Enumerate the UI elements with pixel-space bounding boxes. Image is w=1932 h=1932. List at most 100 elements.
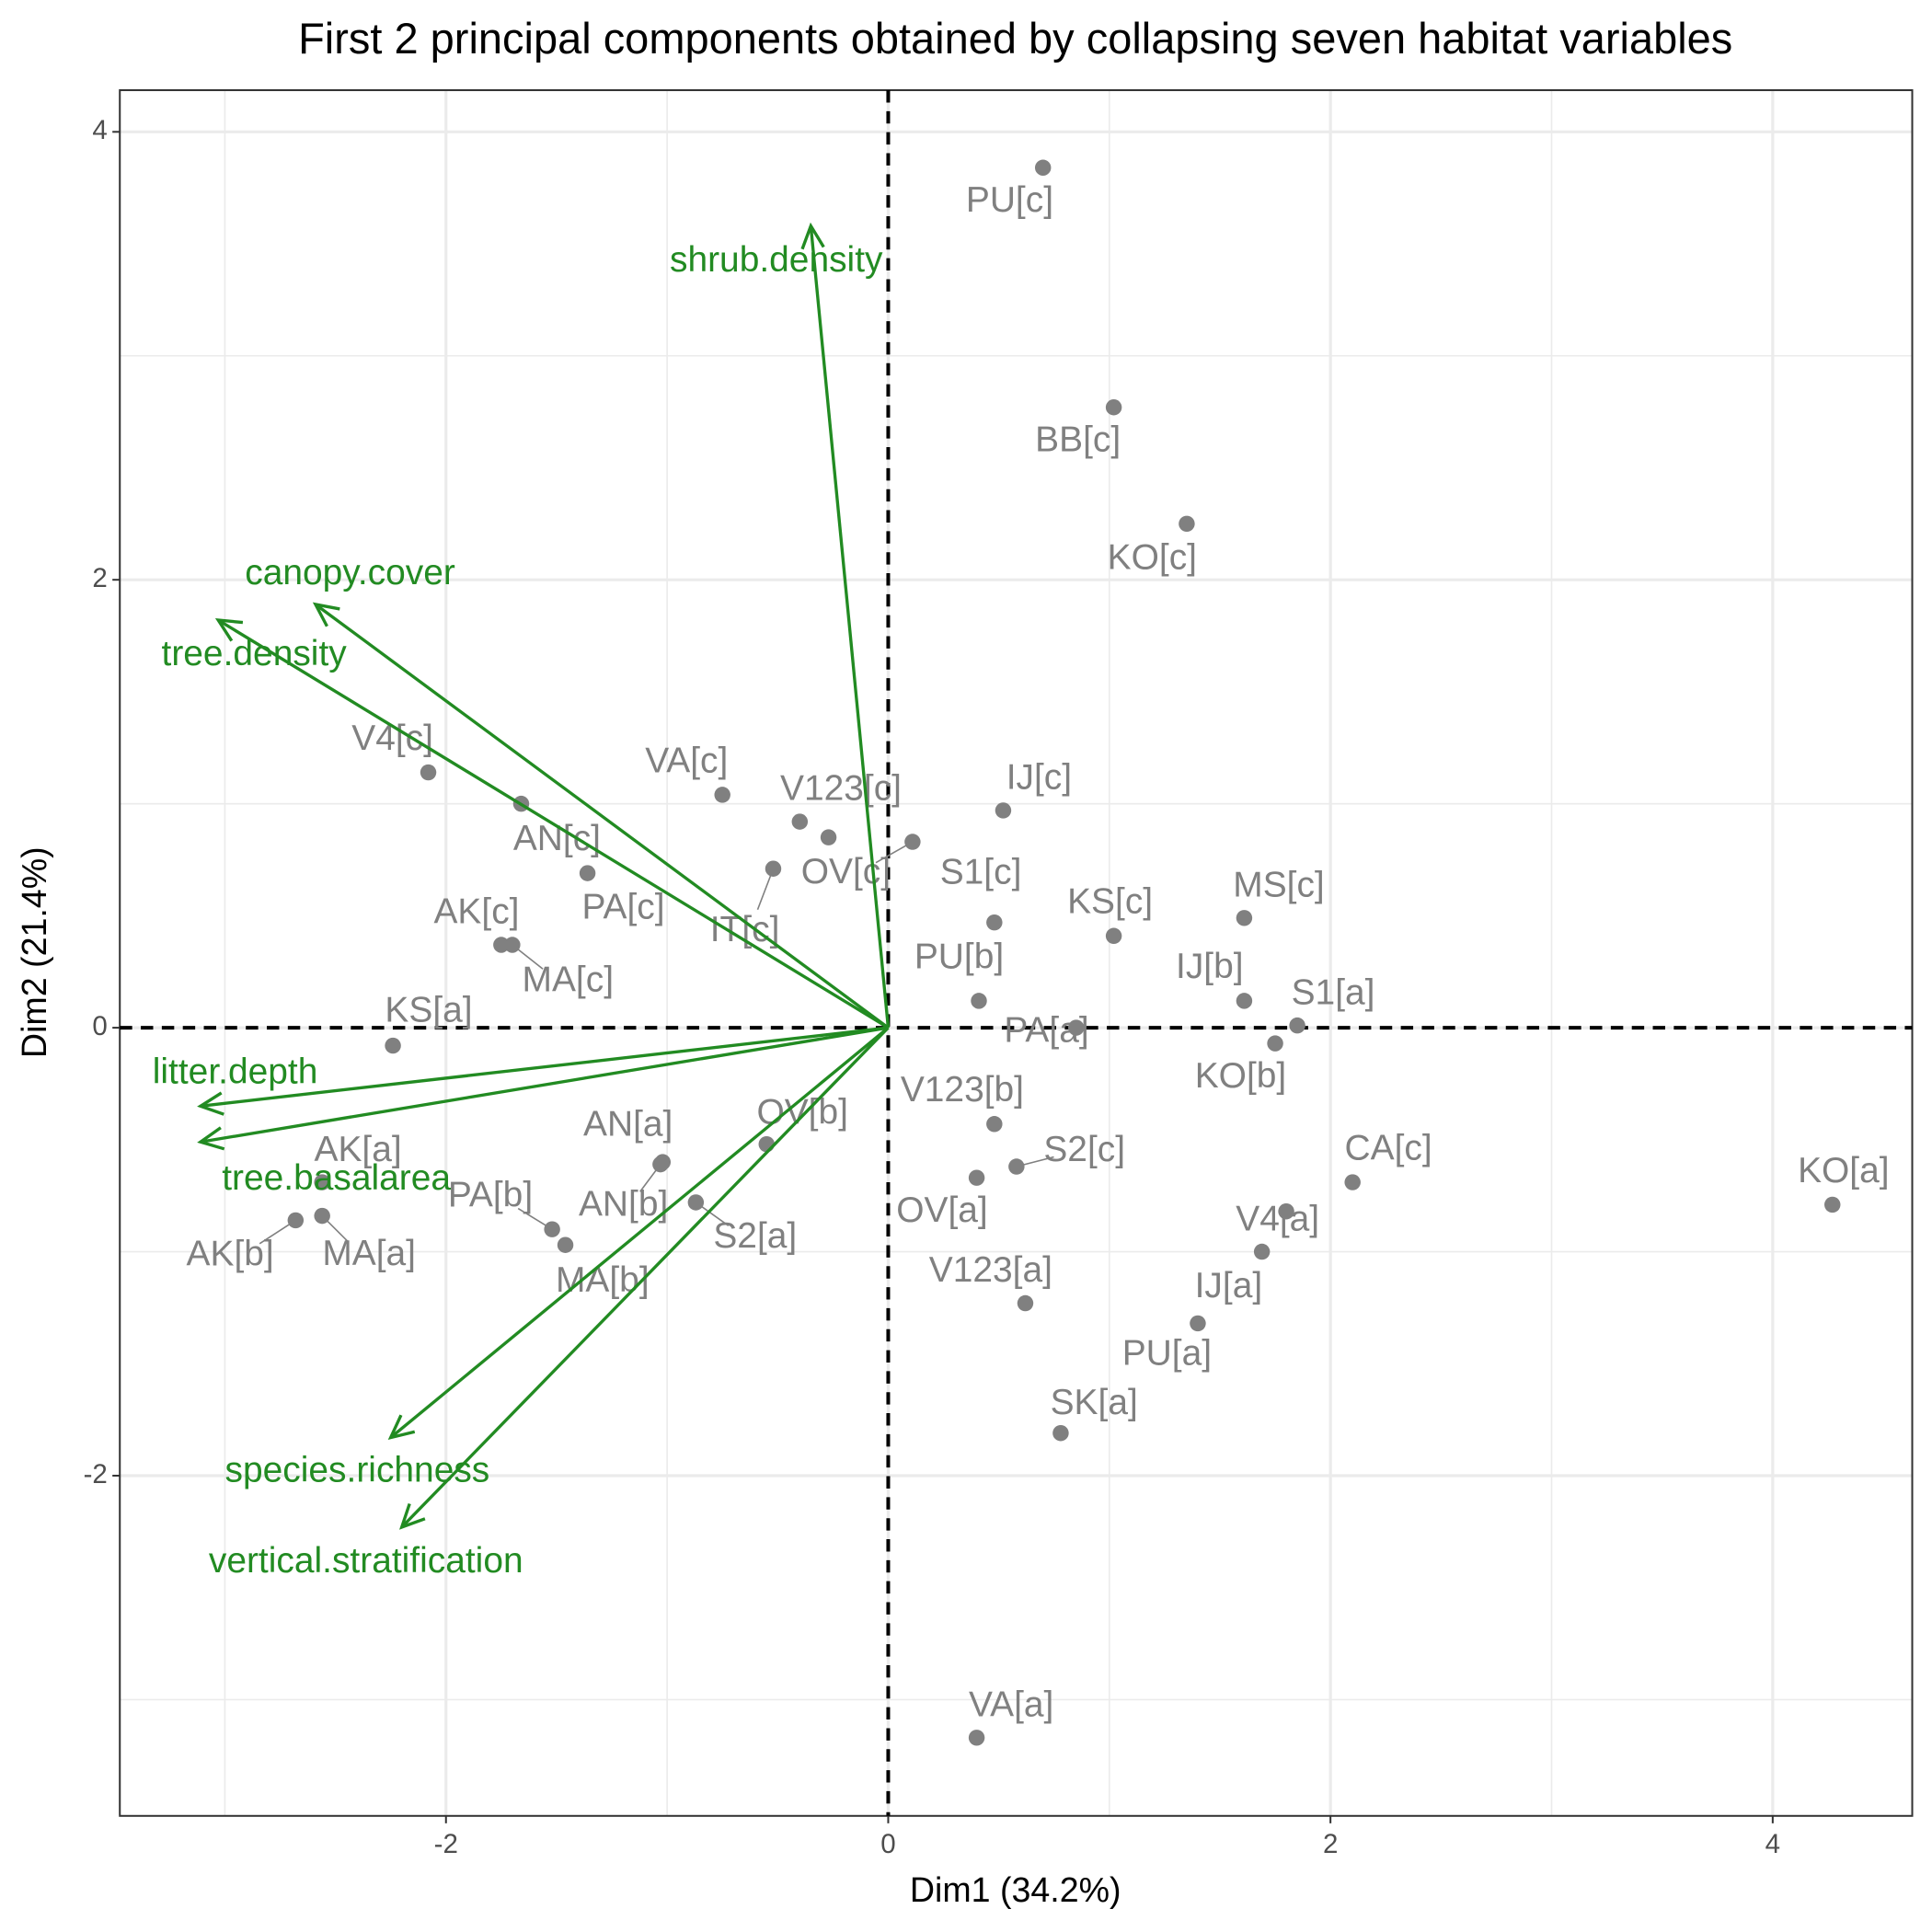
point-label: VA[a]	[969, 1685, 1053, 1725]
loading-arrow	[809, 225, 891, 1029]
point-label: MA[c]	[523, 960, 614, 1000]
point-label: PU[a]	[1122, 1334, 1212, 1374]
arrow-head	[312, 602, 340, 627]
x-tick-label: 0	[880, 1829, 895, 1859]
point-label: PU[c]	[966, 180, 1053, 220]
point	[1236, 910, 1253, 926]
point	[385, 1037, 401, 1054]
point	[995, 802, 1012, 819]
point	[1344, 1174, 1361, 1190]
point-label: AK[b]	[187, 1235, 274, 1274]
loading-arrow	[314, 603, 890, 1029]
vector-label: shrub.density	[670, 240, 883, 280]
point	[791, 813, 809, 830]
arrow-head	[398, 1502, 426, 1530]
point-label: IT[c]	[710, 910, 780, 949]
point	[968, 1169, 985, 1186]
arrow-head	[197, 1126, 225, 1151]
point-label: V123[b]	[901, 1070, 1024, 1110]
point-label: PA[b]	[448, 1176, 533, 1215]
y-tick-label: 2	[92, 563, 107, 593]
point	[1267, 1035, 1283, 1052]
point-label: KS[c]	[1067, 882, 1153, 922]
point-label: AN[a]	[583, 1105, 673, 1144]
point-label: AN[b]	[579, 1185, 668, 1225]
y-tick-label: -2	[84, 1459, 108, 1489]
loading-arrow	[217, 618, 890, 1029]
point	[820, 829, 837, 845]
point-label: AK[c]	[433, 892, 519, 932]
y-tick-label: 4	[92, 115, 107, 145]
point-label: S2[a]	[713, 1216, 797, 1256]
point	[765, 860, 782, 877]
point	[579, 865, 596, 881]
loading-arrow	[400, 1026, 890, 1529]
point	[1824, 1196, 1841, 1213]
point	[1289, 1017, 1305, 1034]
point	[1052, 1425, 1069, 1442]
point-label: KO[c]	[1108, 538, 1197, 578]
point-label: KO[a]	[1798, 1151, 1890, 1190]
point	[904, 834, 921, 850]
point-label: V123[a]	[929, 1250, 1052, 1290]
point-label: OV[a]	[896, 1190, 988, 1230]
arrow-head	[387, 1414, 416, 1441]
vector-label: litter.depth	[153, 1052, 318, 1092]
point	[758, 1135, 775, 1153]
point-label: BB[c]	[1035, 420, 1121, 460]
x-tick-label: 4	[1765, 1829, 1780, 1859]
point	[1236, 993, 1253, 1009]
point	[1105, 399, 1122, 416]
point-label: S1[c]	[940, 853, 1022, 892]
point	[420, 764, 437, 781]
vector-label: canopy.cover	[245, 553, 455, 592]
point	[287, 1212, 305, 1229]
point-label: IJ[c]	[1006, 758, 1072, 798]
point-label: S1[a]	[1292, 972, 1375, 1012]
arrow-head	[197, 1091, 224, 1116]
point	[557, 1236, 574, 1253]
point-label: MA[a]	[322, 1234, 416, 1273]
y-tick-label: 0	[92, 1011, 107, 1041]
panel-border	[119, 89, 1914, 1817]
point-label: KO[b]	[1195, 1056, 1287, 1096]
x-tick-label: -2	[434, 1829, 458, 1859]
point	[544, 1221, 560, 1237]
point	[1017, 1294, 1034, 1312]
point	[968, 1730, 985, 1746]
point	[652, 1156, 669, 1173]
point-label: PA[c]	[581, 887, 664, 926]
point	[1190, 1315, 1206, 1332]
loading-arrow	[200, 1026, 889, 1108]
point-label: MA[b]	[556, 1260, 650, 1300]
point-label: V4[a]	[1236, 1200, 1319, 1239]
point	[1253, 1243, 1271, 1260]
point-label: SK[a]	[1051, 1383, 1138, 1422]
chart-title: First 2 principal components obtained by…	[298, 14, 1732, 63]
point	[687, 1194, 705, 1211]
arrow-head	[800, 222, 825, 250]
point	[504, 937, 521, 953]
point-label: PU[b]	[914, 937, 1004, 977]
x-axis-title: Dim1 (34.2%)	[910, 1870, 1121, 1909]
point	[493, 937, 510, 953]
y-axis-title: Dim2 (21.4%)	[15, 846, 53, 1058]
vector-label: vertical.stratification	[209, 1541, 523, 1581]
point-label: AK[a]	[314, 1130, 401, 1169]
point	[714, 787, 730, 803]
point	[1278, 1202, 1294, 1220]
point-label: VA[c]	[645, 741, 728, 780]
point	[986, 914, 1003, 931]
point-label: MS[c]	[1233, 866, 1324, 905]
point-label: V123[c]	[780, 768, 902, 808]
point	[314, 1207, 330, 1225]
loading-arrow	[389, 1026, 890, 1439]
point	[1034, 159, 1052, 176]
loading-arrow	[200, 1026, 889, 1144]
point-label: S2[c]	[1043, 1130, 1125, 1169]
point	[1008, 1158, 1025, 1175]
point	[1179, 515, 1195, 533]
point	[1068, 1019, 1085, 1036]
